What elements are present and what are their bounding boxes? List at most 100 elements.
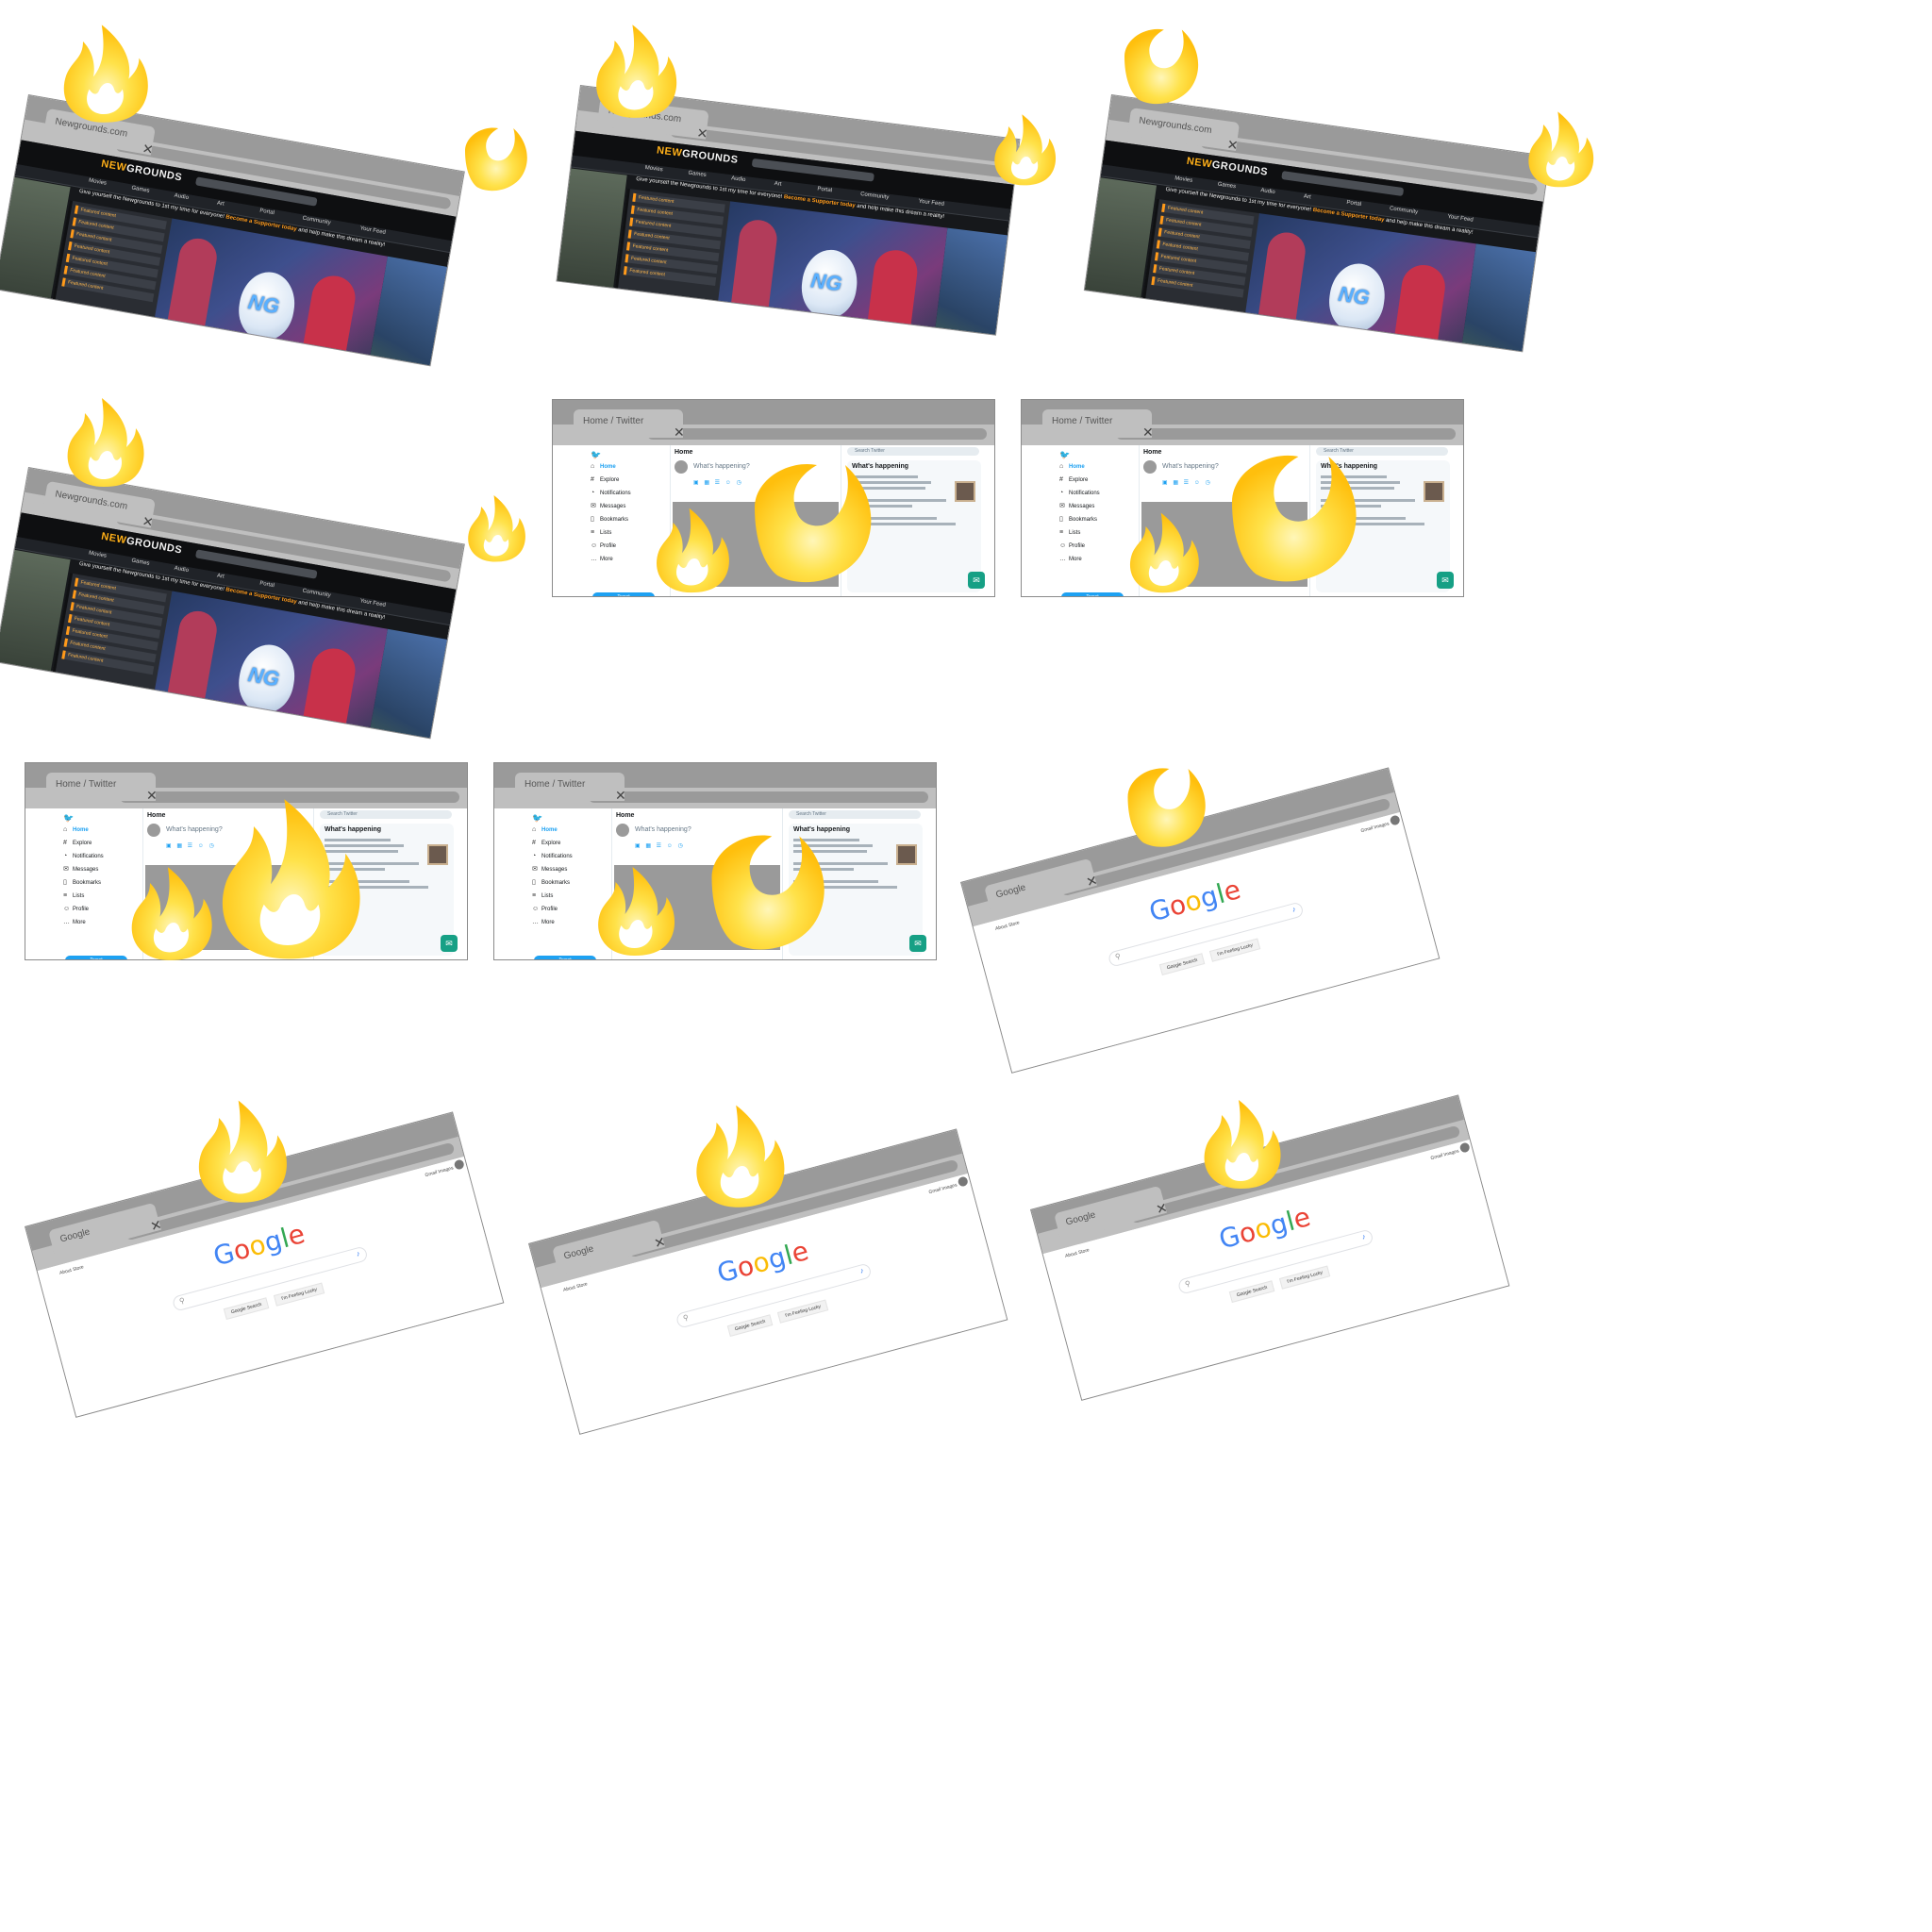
sidebar-item-bookmarks[interactable]: ▯ Bookmarks [1059, 513, 1135, 526]
nav-item[interactable]: Games [130, 558, 150, 567]
compose-toolbar-icons[interactable]: ▣ ▦ ☰ ☺ ◷ [1162, 480, 1212, 486]
twitter-bird-icon[interactable]: 🐦 [591, 450, 602, 459]
account-avatar[interactable] [1458, 1141, 1471, 1154]
sidebar-item-profile[interactable]: ☺ Profile [532, 903, 608, 916]
sidebar-item-lists[interactable]: ≡ Lists [63, 890, 139, 903]
avatar[interactable] [1143, 460, 1157, 474]
google-search-button[interactable]: Google Search [726, 1314, 774, 1338]
sidebar-item-lists[interactable]: ≡ Lists [591, 526, 666, 540]
close-icon[interactable]: ✕ [615, 783, 625, 801]
messages-fab[interactable]: ✉ [909, 935, 926, 952]
account-avatar[interactable] [453, 1158, 465, 1171]
feeling-lucky-button[interactable]: I'm Feeling Lucky [274, 1282, 325, 1307]
twitter-bird-icon[interactable]: 🐦 [532, 813, 543, 823]
sidebar-item-bookmarks[interactable]: ▯ Bookmarks [532, 876, 608, 890]
sidebar-item-lists[interactable]: ≡ Lists [532, 890, 608, 903]
search-input[interactable]: Search Twitter [789, 810, 921, 819]
address-bar[interactable] [647, 428, 987, 440]
browser-tab[interactable]: Home / Twitter ✕ [46, 773, 156, 801]
feeling-lucky-button[interactable]: I'm Feeling Lucky [777, 1299, 829, 1324]
nav-item[interactable]: Audio [174, 565, 190, 575]
sidebar-item-more[interactable]: … More [591, 553, 666, 566]
nav-item[interactable]: Movies [88, 177, 108, 187]
nav-item[interactable]: Your Feed [918, 198, 945, 208]
search-input[interactable]: Search Twitter [1316, 447, 1448, 456]
trend-thumbnail[interactable] [955, 481, 975, 502]
sidebar-item-explore[interactable]: # Explore [591, 474, 666, 487]
nav-item[interactable]: Audio [1259, 188, 1275, 196]
top-links[interactable]: Gmail Images [927, 1182, 958, 1196]
address-bar[interactable] [120, 791, 459, 803]
nav-item[interactable]: Movies [1174, 175, 1193, 184]
google-search-button[interactable]: Google Search [1228, 1280, 1275, 1304]
top-links[interactable]: Gmail Images [1429, 1148, 1460, 1162]
compose-input[interactable]: What's happening? [166, 826, 223, 833]
compose-box[interactable]: What's happening? ▣ ▦ ☰ ☺ ◷ [1143, 460, 1304, 489]
sidebar-item-lists[interactable]: ≡ Lists [1059, 526, 1135, 540]
close-icon[interactable]: ✕ [674, 420, 683, 438]
sidebar-item-more[interactable]: … More [532, 916, 608, 929]
sidebar-item-messages[interactable]: ✉ Messages [532, 863, 608, 876]
sidebar-item-more[interactable]: … More [1059, 553, 1135, 566]
top-links[interactable]: Gmail Images [1359, 821, 1391, 835]
nav-item[interactable]: Community [859, 192, 890, 201]
footer-links[interactable]: About Store [994, 920, 1021, 932]
sidebar-item-notifications[interactable]: ◔ Notifications [63, 850, 139, 863]
account-avatar[interactable] [1389, 814, 1401, 826]
sidebar-item-home[interactable]: ⌂ Home [532, 824, 608, 837]
search-input[interactable]: Search Twitter [320, 810, 452, 819]
compose-input[interactable]: What's happening? [1162, 463, 1219, 470]
trend-thumbnail[interactable] [1424, 481, 1444, 502]
messages-fab[interactable]: ✉ [968, 572, 985, 589]
tweet-button[interactable]: Tweet [592, 592, 655, 596]
compose-input[interactable]: What's happening? [635, 826, 691, 833]
feeling-lucky-button[interactable]: I'm Feeling Lucky [1279, 1265, 1331, 1290]
avatar[interactable] [675, 460, 688, 474]
compose-box[interactable]: What's happening? ▣ ▦ ☰ ☺ ◷ [616, 824, 776, 852]
compose-toolbar-icons[interactable]: ▣ ▦ ☰ ☺ ◷ [635, 843, 685, 849]
compose-toolbar-icons[interactable]: ▣ ▦ ☰ ☺ ◷ [166, 843, 216, 849]
account-avatar[interactable] [957, 1175, 969, 1188]
footer-links[interactable]: About Store [58, 1264, 85, 1276]
address-bar[interactable] [589, 791, 928, 803]
tweet-button[interactable]: Tweet [534, 956, 596, 959]
microphone-icon[interactable]: ♪ [1291, 905, 1297, 914]
feeling-lucky-button[interactable]: I'm Feeling Lucky [1209, 938, 1261, 962]
sidebar-item-home[interactable]: ⌂ Home [63, 824, 139, 837]
search-input[interactable]: Search Twitter [847, 447, 979, 456]
nav-item[interactable]: Movies [88, 550, 108, 559]
nav-item[interactable]: Portal [817, 186, 833, 194]
sidebar-item-explore[interactable]: # Explore [532, 837, 608, 850]
nav-item[interactable]: Your Feed [1446, 213, 1474, 224]
close-icon[interactable]: ✕ [1142, 420, 1152, 438]
tweet-button[interactable]: Tweet [65, 956, 127, 959]
google-search-button[interactable]: Google Search [223, 1297, 270, 1321]
microphone-icon[interactable]: ♪ [355, 1249, 361, 1258]
nav-item[interactable]: Games [1217, 181, 1237, 191]
trend-thumbnail[interactable] [427, 844, 448, 865]
nav-item[interactable]: Art [774, 180, 782, 188]
nav-item[interactable]: Art [216, 200, 225, 208]
sidebar-item-explore[interactable]: # Explore [1059, 474, 1135, 487]
nav-item[interactable]: Art [1303, 193, 1311, 201]
microphone-icon[interactable]: ♪ [1360, 1232, 1367, 1241]
sidebar-item-messages[interactable]: ✉ Messages [591, 500, 666, 513]
sidebar-item-notifications[interactable]: ◔ Notifications [532, 850, 608, 863]
messages-fab[interactable]: ✉ [441, 935, 458, 952]
browser-tab[interactable]: Home / Twitter ✕ [1042, 409, 1152, 438]
sidebar-item-messages[interactable]: ✉ Messages [1059, 500, 1135, 513]
avatar[interactable] [616, 824, 629, 837]
sidebar-item-messages[interactable]: ✉ Messages [63, 863, 139, 876]
footer-links[interactable]: About Store [1064, 1247, 1091, 1259]
sidebar-item-notifications[interactable]: ◔ Notifications [1059, 487, 1135, 500]
compose-input[interactable]: What's happening? [693, 463, 750, 470]
sidebar-item-profile[interactable]: ☺ Profile [591, 540, 666, 553]
address-bar[interactable] [1116, 428, 1456, 440]
compose-box[interactable]: What's happening? ▣ ▦ ☰ ☺ ◷ [675, 460, 835, 489]
sidebar-item-home[interactable]: ⌂ Home [1059, 460, 1135, 474]
nav-item[interactable]: Audio [174, 192, 190, 202]
compose-toolbar-icons[interactable]: ▣ ▦ ☰ ☺ ◷ [693, 480, 743, 486]
nav-item[interactable]: Portal [258, 208, 275, 217]
sidebar-item-profile[interactable]: ☺ Profile [63, 903, 139, 916]
nav-item[interactable]: Portal [258, 580, 275, 590]
